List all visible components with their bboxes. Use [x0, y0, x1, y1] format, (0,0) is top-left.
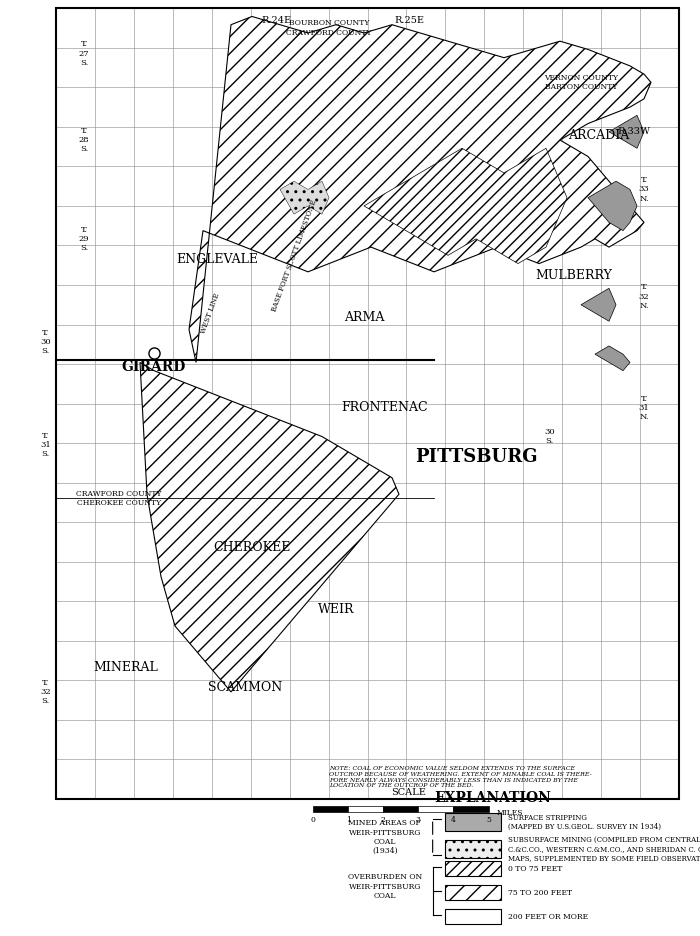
Text: T.
31
N.: T. 31 N.	[638, 394, 650, 421]
Text: R.33W: R.33W	[617, 127, 650, 137]
Text: BOURBON COUNTY
CRAWFORD COUNTY: BOURBON COUNTY CRAWFORD COUNTY	[286, 20, 372, 37]
Text: ENGLEVALE: ENGLEVALE	[176, 253, 258, 266]
Text: MINED AREAS OF
WEIR-PITTSBURG
COAL
(1934): MINED AREAS OF WEIR-PITTSBURG COAL (1934…	[349, 819, 421, 855]
Text: MULBERRY: MULBERRY	[536, 270, 612, 283]
Bar	[348, 806, 383, 812]
Bar	[454, 806, 489, 812]
Text: 3: 3	[416, 816, 421, 825]
Text: GIRARD: GIRARD	[122, 359, 186, 373]
Bar	[444, 885, 500, 900]
Text: 200 FEET OR MORE: 200 FEET OR MORE	[508, 913, 589, 920]
Text: CRAWFORD COUNTY
CHEROKEE COUNTY: CRAWFORD COUNTY CHEROKEE COUNTY	[76, 490, 162, 507]
Text: ARMA: ARMA	[344, 311, 384, 324]
Bar	[444, 841, 500, 858]
Text: SURFACE STRIPPING
(MAPPED BY U.S.GEOL. SURVEY IN 1934): SURFACE STRIPPING (MAPPED BY U.S.GEOL. S…	[508, 813, 662, 831]
Text: T.
32
S.: T. 32 S.	[40, 679, 51, 705]
Text: 1: 1	[346, 816, 351, 825]
Text: MINERAL: MINERAL	[94, 661, 158, 674]
Text: SCALE: SCALE	[391, 788, 426, 797]
Text: 5: 5	[486, 816, 491, 825]
Text: WEIR: WEIR	[318, 603, 354, 616]
Text: OVERBURDEN ON
WEIR-PITTSBURG
COAL: OVERBURDEN ON WEIR-PITTSBURG COAL	[348, 873, 422, 899]
Text: BASE FORT SCOTT LIMESTONE: BASE FORT SCOTT LIMESTONE	[270, 198, 318, 313]
Text: NOTE: COAL OF ECONOMIC VALUE SELDOM EXTENDS TO THE SURFACE
OUTCROP BECAUSE OF WE: NOTE: COAL OF ECONOMIC VALUE SELDOM EXTE…	[329, 766, 592, 788]
Text: CHEROKEE: CHEROKEE	[214, 541, 290, 554]
Text: 0: 0	[311, 816, 316, 825]
Text: R.25E: R.25E	[395, 16, 424, 25]
Text: T.
27
S.: T. 27 S.	[78, 40, 90, 66]
Text: WEST LINE: WEST LINE	[199, 292, 221, 334]
Bar	[444, 813, 500, 831]
Polygon shape	[588, 182, 637, 230]
Text: MILES: MILES	[496, 810, 523, 817]
Bar	[444, 861, 500, 876]
Bar	[444, 909, 500, 924]
Text: 4: 4	[451, 816, 456, 825]
Text: R.24E: R.24E	[261, 16, 292, 25]
Text: T.
31
S.: T. 31 S.	[40, 431, 51, 458]
Bar	[383, 806, 419, 812]
Polygon shape	[189, 17, 651, 362]
Polygon shape	[595, 346, 630, 371]
Text: T.
30
S.: T. 30 S.	[40, 329, 51, 355]
Text: 30
S.: 30 S.	[544, 428, 555, 446]
Text: VERNON COUNTY
BARTON COUNTY: VERNON COUNTY BARTON COUNTY	[544, 74, 618, 91]
Bar	[313, 806, 348, 812]
Text: ARCADIA: ARCADIA	[568, 129, 629, 142]
Text: PITTSBURG: PITTSBURG	[414, 448, 538, 466]
Text: SUBSURFACE MINING (COMPILED FROM CENTRAL
C.&C.CO., WESTERN C.&M.CO., AND SHERIDA: SUBSURFACE MINING (COMPILED FROM CENTRAL…	[508, 836, 700, 862]
Text: 75 TO 200 FEET: 75 TO 200 FEET	[508, 888, 573, 897]
Text: 0 TO 75 FEET: 0 TO 75 FEET	[508, 865, 563, 872]
Text: T.
29
S.: T. 29 S.	[78, 226, 90, 252]
Bar	[419, 806, 454, 812]
Polygon shape	[609, 115, 644, 148]
Text: T.
33
N.: T. 33 N.	[638, 176, 650, 203]
Text: FRONTENAC: FRONTENAC	[342, 402, 428, 415]
Text: SCAMMON: SCAMMON	[208, 681, 282, 695]
Text: T.
32
N.: T. 32 N.	[638, 284, 650, 310]
Text: T.
28
S.: T. 28 S.	[78, 126, 90, 154]
Polygon shape	[581, 288, 616, 321]
Polygon shape	[280, 182, 329, 214]
Text: 2: 2	[381, 816, 386, 825]
Polygon shape	[140, 362, 399, 692]
Text: EXPLANATION: EXPLANATION	[434, 791, 551, 805]
Polygon shape	[364, 148, 567, 264]
